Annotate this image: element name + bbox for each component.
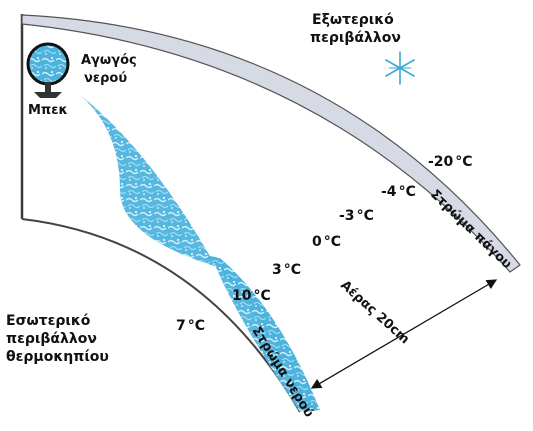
temperature-unit: °C	[357, 208, 374, 224]
ice-layer-label: Στρώμα πάγου	[427, 187, 514, 272]
pipe-label-line1: Αγωγός	[81, 53, 137, 68]
temperature-value: -20	[428, 154, 454, 170]
temperature-value: 7	[176, 318, 186, 334]
temperature-reading: 3 °C	[272, 262, 301, 278]
temperature-value: 10	[232, 288, 252, 304]
svg-text:-20°C: -20 °C	[428, 154, 473, 170]
temperature-reading: 7 °C	[176, 318, 205, 334]
temperature-unit: °C	[284, 262, 301, 278]
temperature-unit: °C	[399, 184, 416, 200]
air-gap-arrow	[310, 279, 498, 389]
snowflake-icon	[385, 51, 415, 85]
svg-text:-4°C: -4 °C	[381, 184, 416, 200]
pipe-icon	[26, 42, 70, 92]
svg-text:7°C: 7 °C	[176, 318, 205, 334]
svg-text:3°C: 3 °C	[272, 262, 301, 278]
water-layer-band	[205, 255, 320, 412]
outside-label-line2: περιβάλλον	[310, 30, 401, 46]
nozzle-icon	[34, 92, 62, 98]
inside-label-line2: περιβάλλον	[6, 331, 97, 347]
svg-text:0°C: 0 °C	[312, 234, 341, 250]
air-gap-label: Αέρας 20cm	[337, 278, 412, 347]
svg-text:10°C: 10 °C	[232, 288, 271, 304]
temperature-reading: 0 °C	[312, 234, 341, 250]
temperature-unit: °C	[455, 154, 472, 170]
temperature-unit: °C	[324, 234, 341, 250]
temperature-reading: -20 °C	[428, 154, 473, 170]
temperature-reading: -4 °C	[381, 184, 416, 200]
temperature-unit: °C	[188, 318, 205, 334]
water-curtain	[80, 95, 316, 412]
pipe-label-line2: νερού	[84, 71, 127, 86]
temperature-value: 0	[312, 234, 322, 250]
temperature-reading: 10 °C	[232, 288, 271, 304]
inside-label-line3: θερμοκηπίου	[6, 349, 109, 365]
inside-label-line1: Εσωτερικό	[6, 313, 91, 329]
temperature-value: -3	[339, 208, 355, 224]
svg-text:-3°C: -3 °C	[339, 208, 374, 224]
ice-layer-band	[21, 14, 521, 273]
tap-label: Μπεκ	[28, 103, 68, 118]
temperature-unit: °C	[253, 288, 270, 304]
temperature-value: 3	[272, 262, 282, 278]
outside-label-line1: Εξωτερικό	[312, 12, 394, 28]
temperature-reading: -3 °C	[339, 208, 374, 224]
temperature-value: -4	[381, 184, 397, 200]
